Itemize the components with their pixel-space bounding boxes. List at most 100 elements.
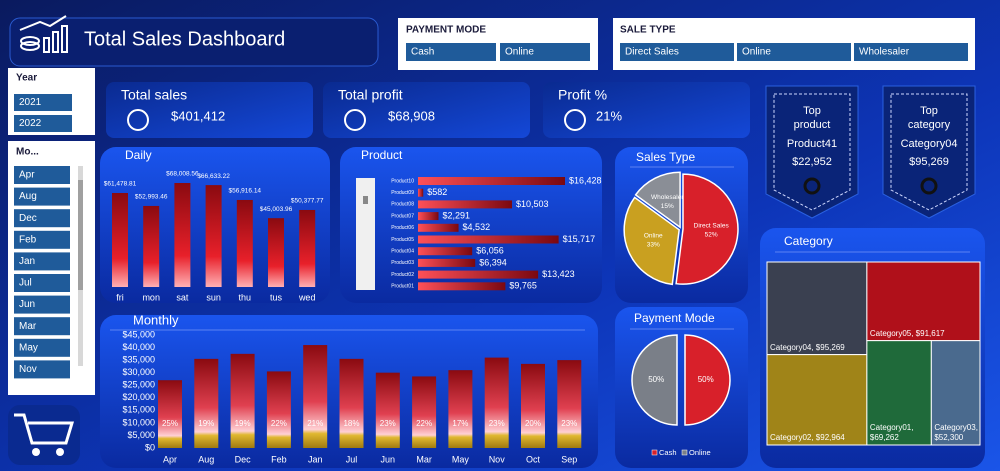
bar [339,358,364,448]
bar [230,353,255,448]
slicer-item: 2021 [19,97,42,108]
kpi-icon [127,109,149,131]
badge [765,85,859,219]
slicer-button[interactable] [14,187,70,206]
x-tick-label: wed [298,292,316,302]
product-scroll[interactable] [356,178,375,290]
y-tick-label: Product01 [391,284,414,290]
slicer-button[interactable] [14,360,70,379]
slicer-title: Mo... [16,147,39,158]
slicer-item: Mar [19,321,37,332]
slicer-button[interactable] [14,115,72,132]
slicer-button[interactable] [14,274,70,292]
pie-label: 50% [648,375,664,384]
pie-category: Wholesaler [651,194,684,201]
slicer-button[interactable] [14,295,70,314]
treemap-label-box: Category01, $69,262 [870,423,914,442]
bar [266,371,291,448]
data-label: $56,916.14 [229,188,262,195]
slicer-item: Apr [19,170,35,181]
treemap-label-box: Category02, $92,964 [770,433,845,442]
data-label: $52,993.46 [135,194,168,201]
y-tick-label: $5,000 [127,430,155,440]
slicer-button[interactable] [14,209,70,228]
badge-icon [920,177,938,195]
pie-slice [631,334,678,426]
badge-name: Category04 [901,138,958,150]
slicer-button[interactable] [854,43,968,61]
slicer-button[interactable] [14,252,70,271]
treemap-label: Category03, $52,300 [934,423,978,442]
slicer-button[interactable] [620,43,734,61]
data-label: $582 [427,187,447,197]
treemap-label: Category04, $95,269 [770,342,845,352]
slicer-button[interactable] [14,94,72,111]
x-tick-label: Feb [271,454,287,464]
bar [412,376,437,448]
y-tick-label: $20,000 [122,392,155,402]
slicer-item: Wholesaler [859,47,910,58]
product-scroll-thumb[interactable] [363,196,368,204]
slicer-item: Online [742,47,771,58]
data-label: $45,003.96 [260,206,293,213]
x-tick-label: Jul [346,454,358,464]
kpi-card [323,82,530,138]
x-tick-label: Jun [381,454,396,464]
bar [418,223,459,232]
bar [484,357,509,448]
cart-wheel [56,448,64,456]
profit-label: 18% [343,419,359,428]
pie-label: 33% [647,242,660,249]
product-panel [340,147,602,303]
y-tick-label: $45,000 [122,329,155,339]
x-tick-label: thu [239,292,252,302]
slicer-button[interactable] [14,317,70,336]
pie-label: 50% [698,375,714,384]
y-tick-label: Product02 [391,272,414,278]
pie-category: Direct Sales [694,223,730,230]
y-tick-label: Product05 [391,237,414,243]
bar [418,212,439,221]
slicer-item: May [19,342,38,353]
legend-swatch [681,449,688,456]
x-tick-label: Dec [235,454,252,464]
kpi-value: $68,908 [388,108,435,123]
bar [418,177,565,185]
y-tick-label: $30,000 [122,367,155,377]
pie-label: 52% [705,232,718,239]
slicer-button[interactable] [737,43,851,61]
x-tick-label: Mar [416,454,432,464]
scroll-thumb[interactable] [78,180,83,290]
treemap-cell [866,261,981,342]
x-tick-label: Nov [489,454,506,464]
chart-title: Daily [125,148,152,162]
slicer-button[interactable] [14,166,70,184]
x-tick-label: Jan [308,454,323,464]
kpi-value: 21% [596,108,622,123]
kpi-value: $401,412 [171,108,225,123]
slicer-item: Cash [411,47,434,58]
slicer-button[interactable] [14,230,70,249]
slicer-button[interactable] [406,43,496,61]
profit-label: 17% [452,419,468,428]
slicer-item: Jan [19,256,35,267]
slicer-button[interactable] [14,338,70,357]
slicer-item: Direct Sales [625,47,679,58]
slicer-item: Dec [19,213,37,224]
chart-title: Sales Type [636,150,695,164]
bar [375,372,400,448]
bar [205,185,222,287]
profit-label: 21% [307,419,323,428]
data-label: $6,056 [476,246,504,256]
chart-title: Monthly [133,312,179,327]
data-label: $61,478.81 [104,181,137,188]
slicer-button[interactable] [500,43,590,61]
y-tick-label: $10,000 [122,417,155,427]
y-tick-label: Product10 [391,178,414,184]
profit-label: 19% [235,419,251,428]
treemap-label: Category05, $91,617 [869,328,945,338]
data-label: $16,428 [569,175,602,185]
profit-label: 25% [162,419,178,428]
slicer-title: Year [16,73,37,84]
bar [143,205,160,287]
